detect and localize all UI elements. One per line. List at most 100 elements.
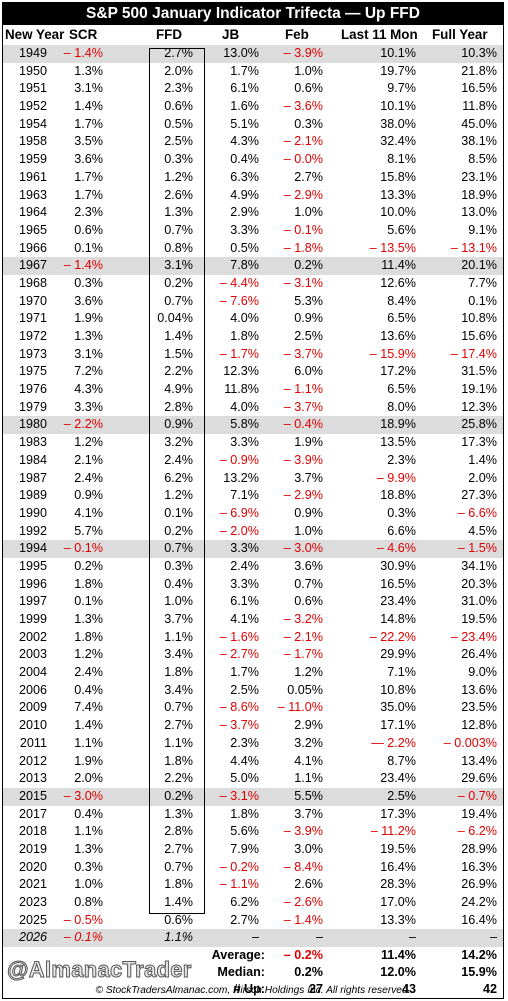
cell-scr: – 3.0% [63, 788, 103, 803]
cell-year: 1979 [18, 399, 47, 414]
cell-ffd: 0.6% [164, 912, 193, 927]
cell-fy: – 1.5% [457, 541, 497, 556]
cell-jb: 2.9% [230, 205, 259, 220]
cell-l11: 8.4% [387, 293, 416, 308]
cell-feb: 5.5% [294, 788, 323, 803]
col-header-last-11-mon: Last 11 Mon [341, 27, 418, 42]
summary-section: @AlmanacTrader Average: – 0.2% 11.4% 14.2% M… [3, 947, 503, 998]
summary-feb: 27 [308, 982, 323, 997]
cell-scr: – 0.1% [63, 541, 103, 556]
cell-year: 1965 [18, 222, 47, 237]
cell-feb: 2.7% [294, 169, 323, 184]
cell-feb: – 3.2% [283, 612, 323, 626]
cell-scr: – 0.1% [63, 930, 103, 945]
cell-ffd: 1.3% [164, 205, 193, 220]
cell-fy: 20.1% [461, 258, 497, 273]
table-row: 2018 1.1% 2.8% 5.6% – 3.9% – 11.2% – 6.2% [3, 823, 503, 841]
cell-jb: 4.1% [230, 612, 259, 626]
cell-feb: 1.0% [294, 205, 323, 220]
cell-l11: 6.5% [387, 311, 416, 326]
col-header-new-year: New Year [5, 27, 65, 42]
cell-scr: 3.1% [74, 81, 103, 96]
cell-year: 2009 [18, 700, 47, 715]
cell-ffd: 1.8% [164, 665, 193, 680]
table-row: 2013 2.0% 2.2% 5.0% 1.1% 23.4% 29.6% [3, 770, 503, 788]
cell-ffd: 0.9% [164, 417, 193, 432]
cell-feb: – 3.1% [283, 275, 323, 290]
table-row: 1992 5.7% 0.2% – 2.0% 1.0% 6.6% 4.5% [3, 523, 503, 541]
cell-year: 1999 [18, 612, 47, 626]
cell-fy: 7.7% [468, 275, 497, 290]
cell-scr: 0.4% [74, 682, 103, 697]
cell-ffd: 2.0% [164, 63, 193, 78]
cell-fy: 23.1% [461, 169, 497, 184]
cell-jb: 11.8% [224, 382, 259, 397]
cell-l11: — 2.2% [371, 735, 416, 750]
cell-ffd: 3.2% [164, 435, 193, 450]
table-row: 2017 0.4% 1.3% 1.8% 3.7% 17.3% 19.4% [3, 806, 503, 824]
cell-fy: 23.5% [461, 700, 497, 715]
summary-fy: 14.2% [461, 948, 497, 963]
cell-ffd: 2.7% [164, 46, 193, 60]
twitter-handle: @AlmanacTrader [7, 957, 192, 983]
cell-feb: 1.1% [294, 771, 323, 786]
table-row: 1958 3.5% 2.5% 4.3% – 2.1% 32.4% 38.1% [3, 133, 503, 151]
cell-l11: 14.8% [380, 612, 416, 626]
cell-l11: 18.8% [380, 488, 416, 503]
cell-feb: 5.3% [294, 293, 323, 308]
table-row: 2021 1.0% 1.8% – 1.1% 2.6% 28.3% 26.9% [3, 876, 503, 894]
table-row: 2006 0.4% 3.4% 2.5% 0.05% 10.8% 13.6% [3, 682, 503, 700]
cell-year: 1975 [18, 364, 47, 379]
cell-jb: – 3.7% [219, 718, 259, 733]
cell-fy: 11.8% [462, 99, 497, 114]
cell-year: 1961 [18, 169, 47, 184]
cell-ffd: 0.7% [164, 700, 193, 715]
cell-l11: 10.1% [380, 99, 416, 114]
table-body: 1949– 1.4% 2.7% 13.0% – 3.9% 10.1% 10.3% 1950 1… [3, 45, 503, 948]
cell-fy: 16.5% [461, 81, 497, 96]
cell-jb: 1.7% [230, 63, 259, 78]
cell-l11: 10.1% [380, 46, 416, 60]
cell-jb: – 2.7% [219, 647, 259, 662]
cell-jb: 2.3% [230, 735, 259, 750]
cell-jb: 5.6% [230, 824, 259, 839]
summary-row: Median: 0.2% 12.0% 15.9% [3, 964, 503, 981]
cell-l11: 28.3% [380, 877, 416, 892]
cell-ffd: 1.1% [164, 735, 193, 750]
cell-l11: 29.9% [380, 647, 416, 662]
cell-year: 1971 [18, 311, 47, 326]
cell-year: 1951 [18, 81, 47, 96]
cell-l11: 19.7% [380, 63, 416, 78]
cell-ffd: 0.7% [164, 859, 193, 874]
cell-scr: 1.7% [74, 116, 103, 131]
cell-year: 2015 [18, 788, 47, 803]
cell-fy: 12.3% [461, 399, 497, 414]
cell-ffd: 1.4% [164, 895, 193, 909]
cell-fy: 10.3% [461, 46, 497, 60]
table-row: 1980 – 2.2% 0.9% 5.8% – 0.4% 18.9% 25.8% [3, 416, 503, 435]
cell-feb: 1.0% [294, 523, 323, 538]
cell-fy: 19.1% [461, 382, 497, 397]
table-row: 1952 1.4% 0.6% 1.6% – 3.6% 10.1% 11.8% [3, 98, 503, 116]
cell-jb: 3.3% [230, 222, 259, 237]
cell-jb: 0.4% [230, 152, 259, 167]
table-row: 1971 1.9% 0.04% 4.0% 0.9% 6.5% 10.8% [3, 310, 503, 328]
cell-ffd: 0.2% [164, 788, 193, 803]
cell-ffd: 0.3% [164, 152, 193, 167]
cell-fy: 31.5% [461, 364, 497, 379]
cell-scr: 7.4% [74, 700, 103, 715]
cell-scr: 5.7% [74, 523, 103, 538]
table-row: 1990 4.1% 0.1% – 6.9% 0.9% 0.3% – 6.6% [3, 505, 503, 523]
cell-scr: 0.1% [74, 240, 103, 255]
cell-scr: 7.2% [74, 364, 103, 379]
cell-jb: 1.7% [230, 665, 259, 680]
cell-feb: – 3.9% [283, 46, 323, 60]
cell-l11: – 11.2% [370, 824, 416, 839]
table-row: 1995 0.2% 0.3% 2.4% 3.6% 30.9% 34.1% [3, 558, 503, 576]
summary-label: Average: [211, 948, 265, 963]
cell-ffd: 1.8% [164, 753, 193, 768]
cell-year: 1976 [18, 382, 47, 397]
cell-year: 1996 [18, 576, 47, 591]
cell-scr: 2.1% [74, 452, 103, 467]
cell-year: 1990 [18, 505, 47, 520]
